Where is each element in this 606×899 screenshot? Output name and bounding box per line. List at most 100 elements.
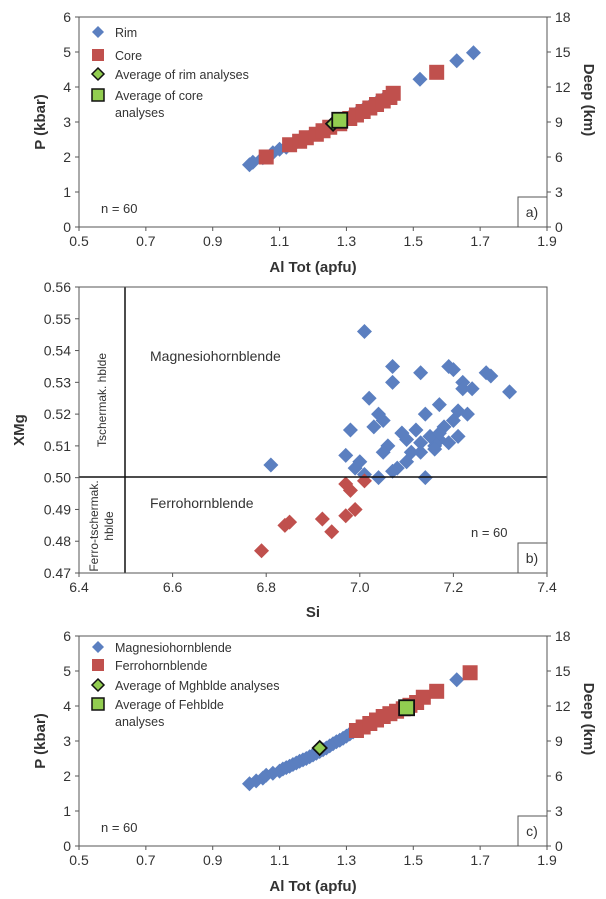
y2-tick-label: 6 [555,768,563,784]
data-point-blue-diamond [356,323,372,339]
x-tick-label: 1.7 [470,233,490,249]
data-point-blue-diamond [450,428,466,444]
region-label-ferrohornblende: Ferrohornblende [150,495,254,511]
y2-axis-label: Deep (km) [580,683,597,756]
data-point-blue-diamond [413,435,429,451]
sample-count: n = 60 [471,525,508,540]
data-point-blue-diamond [427,441,443,457]
legend-marker-rim [92,26,104,38]
y2-tick-label: 0 [555,838,563,854]
data-point-red-square [429,64,445,80]
legend-marker-rim-average [90,66,106,82]
data-point-red-diamond [324,524,340,540]
data-point-blue-diamond [375,444,391,460]
x-tick-label: 1.7 [470,852,490,868]
x-tick-label: 1.9 [537,233,557,249]
panel-label-box: c) [517,815,548,847]
y-tick-label: 0.52 [44,406,71,422]
legend-label-mghblde-average: Average of Mghblde analyses [115,679,279,693]
y-axis-label: P (kbar) [32,94,49,150]
legend-label-fehblde-average-line1: Average of Fehblde [115,698,224,712]
data-point-blue-diamond [347,460,363,476]
legend: Magnesiohornblende Ferrohornblende Avera… [90,641,279,729]
y2-tick-label: 6 [555,149,563,165]
sample-count: n = 60 [101,201,138,216]
data-point-blue-diamond [408,422,424,438]
x-tick-label: 1.3 [337,852,357,868]
y-axis-label: XMg [11,414,28,446]
data-point-red-diamond [338,508,354,524]
y-tick-label: 2 [63,768,71,784]
data-point-red-diamond [347,501,363,517]
panel-label-box: b) [517,542,548,574]
legend: Rim Core Average of rim analyses Average… [90,26,249,120]
legend-label-rim-average: Average of rim analyses [115,68,249,82]
data-point-blue-diamond [263,457,279,473]
y-tick-label: 4 [63,698,71,714]
data-point-red-diamond [282,514,298,530]
x-tick-label: 7.0 [350,579,370,595]
panel-label: a) [526,204,538,220]
legend-label-ferrohornblende: Ferrohornblende [115,659,207,673]
data-point-blue-diamond [394,425,410,441]
x-tick-label: 1.1 [270,233,290,249]
legend-marker-mghblde-average [90,677,106,693]
y-tick-label: 1 [63,803,71,819]
legend-marker-core-average [91,88,105,102]
panel-b-chart: 6.4 6.6 6.8 7.0 7.2 7.4 0.47 0.48 0.49 0.50 0.51 0.… [11,279,557,621]
y-tick-label: 6 [63,9,71,25]
legend-label-fehblde-average: Average of Fehblde analyses [115,698,227,729]
data-point-green-average-square [398,699,416,717]
data-point-blue-diamond [385,374,401,390]
x-axis-label: Al Tot (apfu) [269,878,356,895]
x-tick-label: 6.6 [163,579,183,595]
legend-label-core-average-line1: Average of core [115,89,203,103]
legend-label-core-average: Average of core analyses [115,89,207,120]
data-point-blue-diamond [385,358,401,374]
legend-label-rim: Rim [115,26,137,40]
x-tick-label: 0.5 [69,233,89,249]
y-tick-label: 0.53 [44,374,71,390]
x-tick-label: 1.1 [270,852,290,868]
y-tick-label: 0.55 [44,311,71,327]
data-point-red-square [415,689,431,705]
data-point-blue-diamond [449,672,465,688]
data-point-red-square [429,683,445,699]
data-point-blue-diamond [483,368,499,384]
x-tick-label: 0.9 [203,233,223,249]
legend-marker-fehblde-average [91,697,105,711]
legend-marker-core [92,49,104,61]
y2-tick-label: 12 [555,79,571,95]
y2-tick-label: 9 [555,733,563,749]
y-tick-label: 3 [63,733,71,749]
data-point-blue-diamond [431,397,447,413]
data-point-blue-diamond [445,362,461,378]
y-tick-label: 0.56 [44,279,71,295]
y2-tick-label: 18 [555,9,571,25]
y-tick-label: 0.49 [44,501,71,517]
y2-tick-label: 18 [555,628,571,644]
y-tick-label: 5 [63,44,71,60]
legend-label-fehblde-average-line2: analyses [115,715,164,729]
x-tick-label: 0.7 [136,852,156,868]
legend-label-core: Core [115,49,142,63]
x-axis-label: Al Tot (apfu) [269,259,356,276]
data-point-green-average-diamond [311,739,328,757]
region-label-magnesiohornblende: Magnesiohornblende [150,348,281,364]
x-axis-label: Si [306,604,320,621]
data-point-blue-diamond [245,154,261,170]
data-point-blue-diamond [417,406,433,422]
legend-marker-ferrohornblende [92,659,104,671]
x-tick-label: 0.9 [203,852,223,868]
data-point-green-average-square [331,111,349,129]
y-tick-label: 0.47 [44,565,71,581]
data-point-blue-diamond [366,419,382,435]
y-tick-label: 3 [63,114,71,130]
data-point-blue-diamond [338,447,354,463]
data-point-blue-diamond [399,454,415,470]
y-tick-label: 1 [63,184,71,200]
x-tick-label: 6.4 [69,579,89,595]
panel-label-box: a) [517,196,548,228]
data-point-blue-diamond [464,381,480,397]
